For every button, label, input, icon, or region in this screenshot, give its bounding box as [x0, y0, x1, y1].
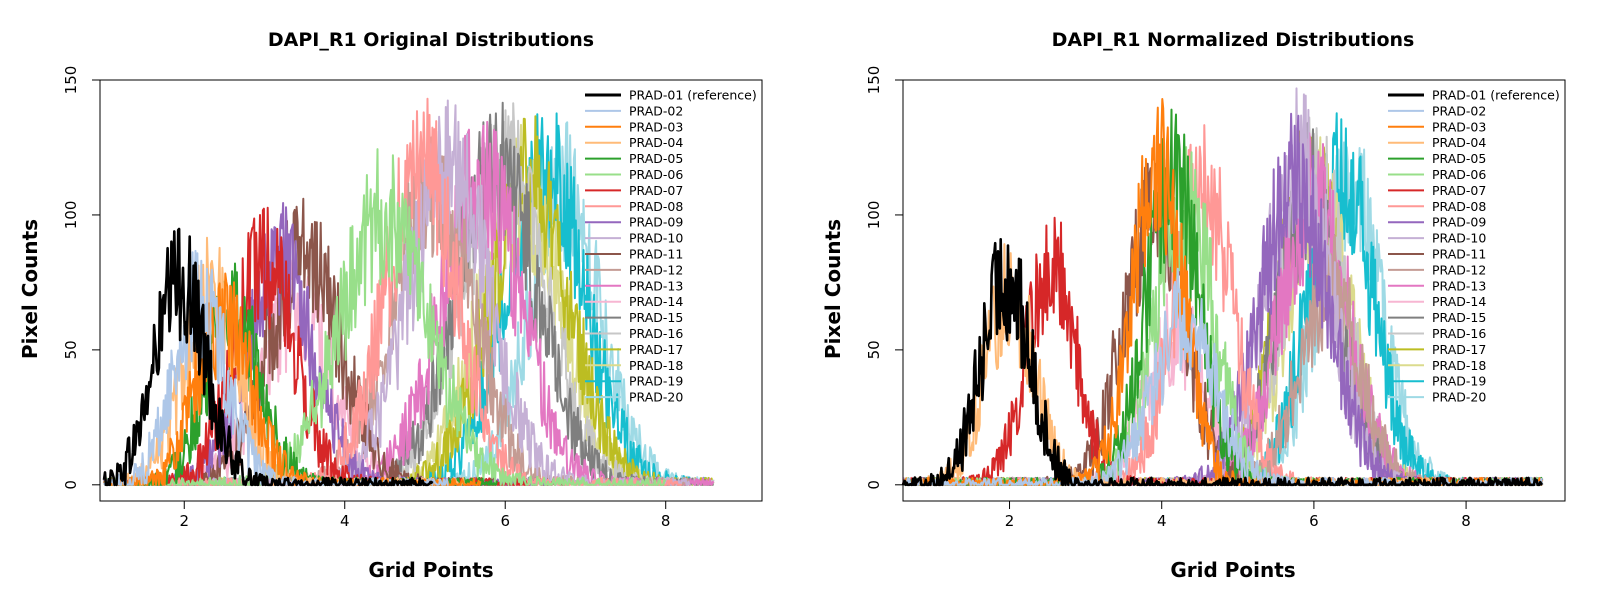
- right-ticks-layer: 2 4 6 8 0 50 100 150: [865, 66, 1471, 530]
- right-legend: PRAD-01 (reference)PRAD-02PRAD-03PRAD-04…: [1388, 88, 1560, 405]
- left-series-line-prad-01-reference-: [102, 227, 434, 487]
- right-legend-label: PRAD-01 (reference): [1432, 88, 1560, 103]
- right-legend-label: PRAD-15: [1432, 310, 1486, 325]
- left-legend-label: PRAD-06: [629, 167, 683, 182]
- left-legend-label: PRAD-16: [629, 326, 683, 341]
- left-legend-label: PRAD-10: [629, 231, 683, 246]
- right-legend-label: PRAD-04: [1432, 135, 1486, 150]
- left-legend-label: PRAD-03: [629, 119, 683, 134]
- left-series-line-prad-06: [103, 148, 667, 486]
- left-series-line-prad-03: [103, 272, 482, 486]
- right-series-layer: [901, 87, 1544, 487]
- right-series-line-prad-01-reference-: [901, 238, 1544, 487]
- left-legend-label: PRAD-20: [629, 390, 683, 405]
- right-legend-label: PRAD-13: [1432, 278, 1486, 293]
- right-legend-label: PRAD-20: [1432, 390, 1486, 405]
- left-legend-label: PRAD-08: [629, 199, 683, 214]
- left-legend-label: PRAD-04: [629, 135, 683, 150]
- left-chart-title: DAPI_R1 Original Distributions: [268, 29, 594, 51]
- left-legend-label: PRAD-01 (reference): [629, 88, 757, 103]
- right-legend-label: PRAD-14: [1432, 294, 1486, 309]
- right-legend-label: PRAD-02: [1432, 103, 1486, 118]
- left-legend-label: PRAD-17: [629, 342, 683, 357]
- right-legend-label: PRAD-07: [1432, 183, 1486, 198]
- right-legend-label: PRAD-12: [1432, 262, 1486, 277]
- right-legend-label: PRAD-03: [1432, 119, 1486, 134]
- left-x-tick-label: 8: [661, 512, 671, 530]
- left-chart-panel: DAPI_R1 Original Distributions Grid Poin…: [18, 29, 763, 582]
- left-x-tick-label: 4: [340, 512, 350, 530]
- left-y-tick-label: 50: [62, 340, 80, 359]
- right-x-axis-label: Grid Points: [1170, 558, 1295, 582]
- left-series-layer: [102, 97, 715, 487]
- left-x-axis-label: Grid Points: [368, 558, 493, 582]
- left-legend-label: PRAD-14: [629, 294, 683, 309]
- right-legend-label: PRAD-19: [1432, 374, 1486, 389]
- left-x-tick-label: 6: [500, 512, 510, 530]
- right-chart-panel: DAPI_R1 Normalized Distributions Grid Po…: [821, 29, 1566, 582]
- right-x-tick-label: 2: [1005, 512, 1015, 530]
- right-y-axis-label: Pixel Counts: [821, 219, 845, 359]
- right-y-tick-label: 150: [865, 66, 883, 95]
- right-y-tick-label: 100: [865, 201, 883, 230]
- left-y-tick-label: 150: [62, 66, 80, 95]
- left-legend-label: PRAD-12: [629, 262, 683, 277]
- left-legend-label: PRAD-19: [629, 374, 683, 389]
- right-x-tick-label: 4: [1157, 512, 1167, 530]
- right-y-tick-label: 50: [865, 340, 883, 359]
- left-y-tick-label: 0: [62, 480, 80, 490]
- right-legend-label: PRAD-09: [1432, 215, 1486, 230]
- right-legend-label: PRAD-05: [1432, 151, 1486, 166]
- right-legend-label: PRAD-10: [1432, 231, 1486, 246]
- left-ticks-layer: 2 4 6 8 0 50 100 150: [62, 66, 670, 530]
- left-x-tick-label: 2: [179, 512, 189, 530]
- right-plot-frame: [902, 79, 1566, 502]
- left-legend-label: PRAD-18: [629, 358, 683, 373]
- left-legend-label: PRAD-15: [629, 310, 683, 325]
- right-x-tick-label: 6: [1309, 512, 1319, 530]
- right-x-tick-label: 8: [1461, 512, 1471, 530]
- left-legend-label: PRAD-07: [629, 183, 683, 198]
- left-y-axis-label: Pixel Counts: [18, 219, 42, 359]
- left-legend: PRAD-01 (reference)PRAD-02PRAD-03PRAD-04…: [585, 88, 757, 405]
- left-legend-label: PRAD-02: [629, 103, 683, 118]
- right-legend-label: PRAD-16: [1432, 326, 1486, 341]
- left-legend-label: PRAD-09: [629, 215, 683, 230]
- right-legend-label: PRAD-18: [1432, 358, 1486, 373]
- right-y-tick-label: 0: [865, 480, 883, 490]
- left-legend-label: PRAD-05: [629, 151, 683, 166]
- left-plot-frame: [99, 79, 763, 502]
- right-chart-title: DAPI_R1 Normalized Distributions: [1052, 29, 1415, 51]
- left-legend-label: PRAD-13: [629, 278, 683, 293]
- right-legend-label: PRAD-17: [1432, 342, 1486, 357]
- right-legend-label: PRAD-08: [1432, 199, 1486, 214]
- left-legend-label: PRAD-11: [629, 247, 683, 262]
- left-y-tick-label: 100: [62, 201, 80, 230]
- right-legend-label: PRAD-06: [1432, 167, 1486, 182]
- right-legend-label: PRAD-11: [1432, 247, 1486, 262]
